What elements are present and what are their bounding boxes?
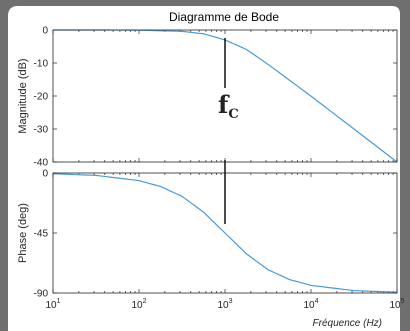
magnitude-y-tick-label: 0 — [42, 26, 48, 37]
phase-y-tick-label: -90 — [34, 289, 49, 300]
x-tick-label-exponent: 5 — [401, 298, 405, 305]
x-tick-label-exponent: 1 — [57, 298, 61, 305]
x-tick-label-base: 10 — [389, 300, 401, 311]
x-tick-label: 102 — [131, 298, 146, 311]
x-tick-label-base: 10 — [45, 300, 57, 311]
magnitude-y-tick-labels: 0 -10 -20 -30 -40 — [34, 26, 49, 169]
phase-curve — [52, 173, 398, 293]
x-tick-label-exponent: 4 — [315, 298, 319, 305]
x-tick-label: 101 — [45, 298, 60, 311]
magnitude-y-tick-label: -30 — [34, 125, 49, 136]
cutoff-label: fC — [218, 90, 239, 122]
phase-y-tick-label: 0 — [42, 169, 48, 180]
cutoff-label-main: f — [218, 90, 230, 119]
x-tick-label: 104 — [303, 298, 318, 311]
chart-title: Diagramme de Bode — [169, 10, 279, 24]
x-tick-label: 103 — [217, 298, 232, 311]
magnitude-y-tick-label: -10 — [34, 59, 49, 70]
x-tick-label: 105 — [389, 298, 404, 311]
x-tick-label-base: 10 — [303, 300, 315, 311]
phase-y-axis-label: Phase (deg) — [17, 203, 29, 263]
phase-y-tick-labels: 0 -45 -90 — [34, 169, 49, 300]
cutoff-label-subscript: C — [228, 107, 238, 122]
magnitude-y-tick-label: -20 — [34, 92, 49, 103]
x-tick-label-exponent: 2 — [143, 298, 147, 305]
x-tick-labels: 101 102 103 104 105 — [45, 298, 404, 311]
x-tick-label-exponent: 3 — [229, 298, 233, 305]
x-axis-label: Fréquence (Hz) — [313, 318, 382, 329]
magnitude-y-axis-label: Magnitude (dB) — [17, 58, 29, 133]
x-tick-label-base: 10 — [217, 300, 229, 311]
phase-y-tick-label: -45 — [34, 229, 49, 240]
x-tick-label-base: 10 — [131, 300, 143, 311]
magnitude-y-tick-label: -40 — [34, 158, 49, 169]
